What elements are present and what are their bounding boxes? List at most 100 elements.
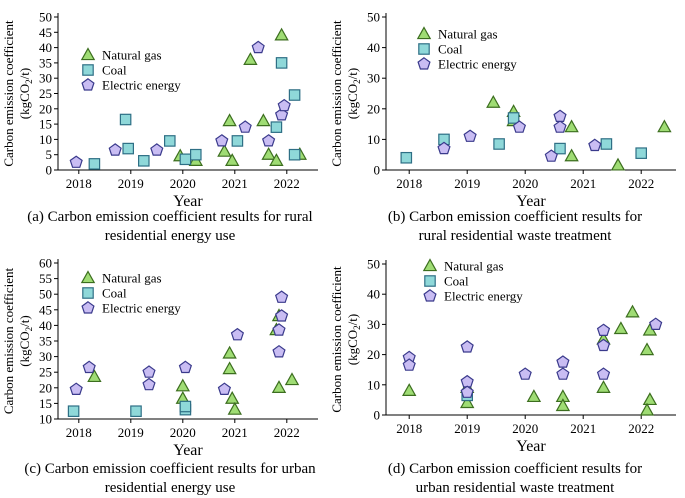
electric-energy-point bbox=[217, 382, 232, 395]
electric-energy-point bbox=[463, 129, 477, 142]
natural-gas-point bbox=[639, 402, 655, 416]
natural-gas-point bbox=[526, 389, 542, 403]
legend-coal-label: Coal bbox=[438, 42, 463, 57]
legend-coal-marker bbox=[424, 275, 436, 287]
electric-energy-point bbox=[596, 338, 611, 352]
legend-electric-energy-label: Electric energy bbox=[102, 78, 181, 93]
caption-d: (d) Carbon emission coefficient results … bbox=[345, 460, 685, 498]
legend-natural-gas-label: Natural gas bbox=[102, 48, 162, 63]
legend-natural-gas-label: Natural gas bbox=[438, 27, 498, 42]
y-tick-label: 40 bbox=[367, 40, 380, 55]
coal-point bbox=[179, 153, 192, 166]
natural-gas-point bbox=[271, 380, 287, 393]
legend-coal-label: Coal bbox=[102, 286, 127, 301]
x-tick-label: 2020 bbox=[512, 176, 538, 191]
y-tick-label: 20 bbox=[367, 347, 380, 362]
natural-gas-point bbox=[625, 304, 640, 318]
x-tick-label: 2020 bbox=[512, 421, 538, 436]
y-tick-label: 40 bbox=[39, 318, 52, 333]
electric-energy-point bbox=[512, 120, 527, 133]
legend-natural-gas-marker bbox=[80, 47, 96, 61]
x-tick-label: 2019 bbox=[454, 421, 480, 436]
electric-energy-point bbox=[649, 317, 663, 330]
natural-gas-point bbox=[225, 153, 240, 166]
y-tick-label: 45 bbox=[39, 302, 52, 317]
electric-energy-point bbox=[261, 134, 276, 147]
legend-electric-energy-label: Electric energy bbox=[438, 57, 517, 72]
caption-c-line-1: (c) Carbon emission coefficient results … bbox=[24, 461, 316, 477]
x-tick-label: 2018 bbox=[396, 421, 422, 436]
electric-energy-point bbox=[274, 309, 289, 322]
natural-gas-point bbox=[402, 383, 417, 396]
coal-point bbox=[88, 158, 101, 170]
y-tick-label: 20 bbox=[39, 380, 52, 395]
natural-gas-point bbox=[564, 119, 579, 133]
y-tick-label: 10 bbox=[367, 377, 380, 392]
legend-coal-label: Coal bbox=[102, 63, 127, 78]
caption-a: (a) Carbon emission coefficient results … bbox=[0, 208, 340, 246]
natural-gas-point bbox=[613, 321, 629, 335]
electric-energy-point bbox=[556, 355, 570, 368]
caption-c: (c) Carbon emission coefficient results … bbox=[0, 460, 340, 498]
caption-b: (b) Carbon emission coefficient results … bbox=[345, 208, 685, 246]
caption-b-line-2: rural residential waste treatment bbox=[418, 228, 612, 244]
y-tick-label: 40 bbox=[39, 40, 52, 55]
caption-d-line-2: urban residential waste treatment bbox=[415, 480, 615, 496]
coal-point bbox=[122, 142, 134, 155]
coal-point bbox=[288, 148, 301, 161]
natural-gas-point bbox=[87, 369, 102, 383]
electric-energy-point bbox=[588, 138, 602, 152]
x-axis-label: Year bbox=[173, 442, 203, 459]
y-axis-unit: (kgCO2/t) bbox=[345, 68, 362, 119]
electric-energy-point bbox=[553, 120, 567, 133]
natural-gas-point bbox=[222, 345, 237, 359]
natural-gas-point bbox=[564, 148, 579, 162]
coal-point bbox=[67, 405, 80, 417]
electric-energy-point bbox=[82, 360, 96, 374]
y-tick-label: 20 bbox=[367, 101, 380, 116]
y-axis-label: Carbon emission coefficient bbox=[329, 266, 344, 413]
coal-point bbox=[275, 57, 288, 69]
natural-gas-point bbox=[555, 398, 571, 412]
coal-point bbox=[635, 147, 647, 159]
x-tick-label: 2019 bbox=[118, 176, 144, 191]
y-tick-label: 35 bbox=[39, 55, 52, 70]
y-axis-unit: (kgCO2/t) bbox=[17, 315, 34, 366]
legend-electric-energy-marker bbox=[423, 289, 437, 302]
legend-electric-energy-marker bbox=[81, 78, 95, 91]
natural-gas-point bbox=[222, 361, 237, 375]
electric-energy-point bbox=[402, 358, 416, 371]
x-tick-label: 2019 bbox=[118, 425, 144, 440]
x-tick-label: 2018 bbox=[66, 425, 92, 440]
natural-gas-point bbox=[222, 113, 237, 127]
y-tick-label: 50 bbox=[39, 287, 52, 302]
electric-energy-point bbox=[142, 365, 156, 378]
electric-energy-point bbox=[150, 143, 164, 156]
coal-point bbox=[130, 405, 142, 417]
caption-a-line-2: residential energy use bbox=[104, 228, 236, 244]
coal-point bbox=[288, 89, 301, 101]
electric-energy-point bbox=[69, 155, 83, 168]
coal-point bbox=[400, 151, 413, 164]
natural-gas-point bbox=[284, 372, 300, 386]
y-tick-label: 50 bbox=[39, 10, 52, 25]
legend-electric-energy-label: Electric energy bbox=[444, 289, 523, 304]
y-tick-label: 45 bbox=[39, 25, 52, 40]
electric-energy-point bbox=[142, 377, 156, 391]
electric-energy-point bbox=[460, 385, 474, 398]
x-tick-label: 2021 bbox=[570, 421, 596, 436]
electric-energy-point bbox=[238, 120, 252, 133]
y-tick-label: 20 bbox=[39, 101, 52, 116]
natural-gas-point bbox=[610, 157, 626, 171]
x-tick-label: 2021 bbox=[222, 176, 248, 191]
y-axis-unit: (kgCO2/t) bbox=[345, 314, 362, 365]
electric-energy-point bbox=[596, 367, 611, 380]
y-tick-label: 50 bbox=[367, 10, 380, 25]
natural-gas-point bbox=[225, 390, 240, 404]
electric-energy-point bbox=[108, 143, 122, 156]
caption-b-line-1: (b) Carbon emission coefficient results … bbox=[387, 209, 643, 225]
